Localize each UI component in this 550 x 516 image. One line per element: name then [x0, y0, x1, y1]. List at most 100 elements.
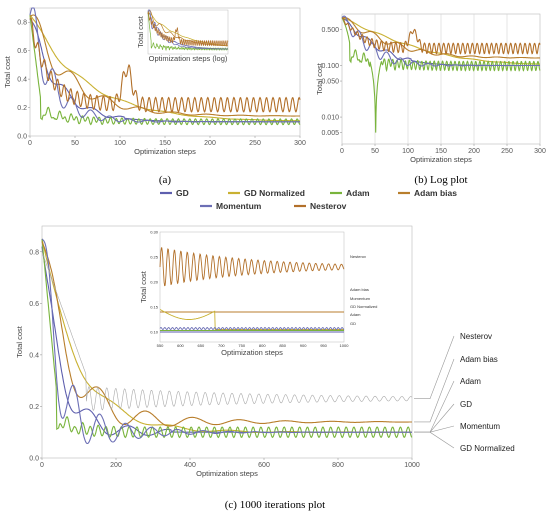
y-tick-label: 0.005	[321, 130, 339, 137]
label-connector	[414, 335, 455, 400]
y-tick-label: 0.8	[17, 20, 27, 27]
label-connector	[414, 403, 455, 433]
x-tick-label: 800	[332, 462, 344, 469]
series-line-nesterov	[41, 251, 413, 411]
x-tick-label: 150	[435, 148, 447, 155]
x-axis-label: Optimization steps	[410, 155, 472, 164]
series-end-label: GD Normalized	[460, 444, 515, 453]
inset-x-tick-label: 1000	[340, 343, 350, 348]
series-line-nesterov	[341, 17, 541, 55]
x-tick-label: 0	[40, 462, 44, 469]
y-axis-label: Total cost	[15, 325, 24, 358]
series-line-nesterov	[147, 11, 229, 47]
legend-label: Adam bias	[414, 188, 457, 198]
x-tick-label: 400	[184, 462, 196, 469]
series-end-label: GD	[460, 400, 472, 409]
series-line-adam	[341, 17, 541, 133]
legend-label: Adam	[346, 188, 370, 198]
y-tick-label: 0.100	[321, 63, 339, 70]
legend-label: Nesterov	[310, 201, 347, 211]
series-end-label: Adam	[460, 377, 481, 386]
x-tick-label: 150	[159, 140, 171, 147]
inset-x-tick-label: 900	[300, 343, 307, 348]
x-tick-label: 600	[258, 462, 270, 469]
y-tick-label: 0.0	[17, 134, 27, 141]
series-end-label: Adam bias	[460, 355, 498, 364]
series-line-momentum	[147, 9, 228, 50]
x-tick-label: 0	[340, 148, 344, 155]
x-tick-label: 250	[249, 140, 261, 147]
x-tick-label: 300	[534, 148, 546, 155]
inset-y-axis-label: Total cost	[136, 15, 145, 48]
inset-x-tick-label: 600	[177, 343, 184, 348]
label-connector	[414, 431, 455, 449]
inset-x-tick-label: 650	[198, 343, 205, 348]
series-line-adam-bias	[29, 14, 300, 117]
series-line-adam-bias	[41, 241, 412, 427]
series-line-nesterov	[29, 17, 301, 113]
x-tick-label: 200	[110, 462, 122, 469]
series-line-adam	[29, 15, 301, 126]
inset-series-label: Adam bias	[350, 287, 369, 292]
series-line-momentum	[159, 326, 345, 331]
x-axis-label: Optimization steps	[196, 469, 258, 478]
legend: GD GD Normalized Adam Adam bias Momentum Nest…	[160, 188, 457, 211]
series-line-momentum	[41, 238, 412, 445]
chart-a: 0 50 100 150 200 250 300 0.0 0.2 0.4 0.6 0.8 Optimiz…	[3, 7, 306, 186]
inset-y-axis-label: Total cost	[139, 270, 148, 303]
inset-series-label: Adam	[350, 312, 361, 317]
caption-c: (c) 1000 iterations plot	[225, 499, 326, 511]
inset-x-tick-label: 750	[238, 343, 245, 348]
y-tick-label: 0.0	[29, 456, 39, 463]
x-tick-label: 50	[71, 140, 79, 147]
caption-b: (b) Log plot	[414, 174, 467, 186]
x-tick-label: 300	[294, 140, 306, 147]
inset-y-tick-label: 0.15	[150, 305, 159, 310]
inset-x-tick-label: 700	[218, 343, 225, 348]
series-line-nesterov	[159, 247, 345, 287]
plot-frame	[41, 225, 413, 459]
inset-y-tick-label: 0.20	[150, 280, 159, 285]
y-tick-label: 0.2	[17, 105, 27, 112]
y-tick-label: 0.4	[29, 352, 39, 359]
series-line-adam-bias	[341, 17, 540, 59]
x-tick-label: 200	[204, 140, 216, 147]
y-axis-label: Total cost	[3, 55, 12, 88]
series-end-label: Momentum	[460, 422, 500, 431]
legend-label: GD Normalized	[244, 188, 305, 198]
inset-x-tick-label: 550	[157, 343, 164, 348]
y-axis-label: Total cost	[315, 62, 324, 95]
x-tick-label: 0	[28, 140, 32, 147]
series-line-adam	[147, 12, 229, 52]
x-tick-label: 100	[114, 140, 126, 147]
y-tick-label: 0.8	[29, 249, 39, 256]
chart-c: 0 200 400 600 800 1000 0.0 0.2 0.4 0.6 0.8 Optimiza…	[15, 225, 515, 511]
x-tick-label: 50	[371, 148, 379, 155]
x-tick-label: 1000	[404, 462, 420, 469]
x-tick-label: 250	[501, 148, 513, 155]
y-tick-label: 0.010	[321, 115, 339, 122]
series-end-label: Nesterov	[460, 332, 492, 341]
inset-y-tick-label: 0.10	[150, 330, 159, 335]
inset-x-tick-label: 800	[259, 343, 266, 348]
inset-series-label: Momentum	[350, 296, 371, 301]
y-tick-label: 0.050	[321, 79, 339, 86]
y-tick-label: 0.2	[29, 404, 39, 411]
inset-x-tick-label: 950	[320, 343, 327, 348]
legend-label: GD	[176, 188, 189, 198]
y-tick-label: 0.6	[17, 48, 27, 55]
inset-series-label: GD Normalized	[350, 304, 377, 309]
y-tick-label: 0.4	[17, 77, 27, 84]
inset-x-tick-label: 850	[279, 343, 286, 348]
inset-y-tick-label: 0.25	[150, 255, 159, 260]
inset-series-label: GD	[350, 321, 356, 326]
y-tick-label: 0.500	[321, 27, 339, 34]
inset-x-axis-label: Optimization steps	[221, 348, 283, 357]
y-tick-label: 0.6	[29, 301, 39, 308]
series-line-adam	[41, 238, 413, 439]
label-connector	[414, 358, 455, 423]
x-tick-label: 100	[402, 148, 414, 155]
inset-series-label: Nesterov	[350, 254, 366, 259]
inset-y-tick-label: 0.30	[150, 230, 159, 235]
